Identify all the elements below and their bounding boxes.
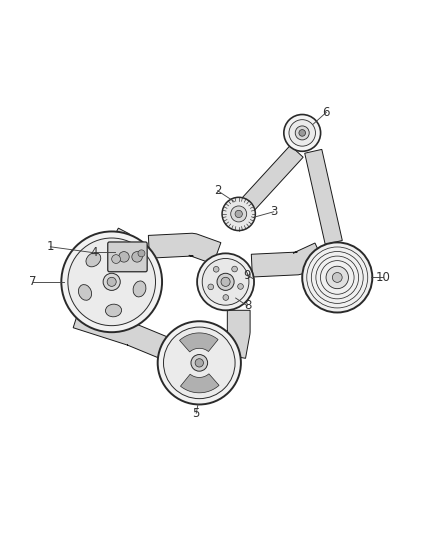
Circle shape (238, 284, 244, 289)
Ellipse shape (86, 253, 101, 267)
Text: 6: 6 (322, 106, 330, 119)
Polygon shape (148, 233, 221, 264)
Circle shape (299, 130, 306, 136)
Circle shape (231, 206, 247, 222)
Circle shape (68, 238, 155, 326)
Polygon shape (305, 149, 343, 244)
Circle shape (202, 259, 249, 305)
Circle shape (163, 327, 235, 399)
Circle shape (107, 277, 116, 286)
Text: 1: 1 (46, 240, 54, 253)
Circle shape (213, 266, 219, 272)
Polygon shape (251, 243, 325, 277)
Polygon shape (107, 254, 154, 302)
Ellipse shape (133, 281, 146, 297)
Circle shape (138, 250, 145, 257)
Circle shape (222, 197, 255, 231)
FancyBboxPatch shape (108, 242, 147, 272)
Polygon shape (110, 228, 129, 251)
Circle shape (223, 295, 229, 300)
Circle shape (302, 243, 372, 312)
Polygon shape (180, 333, 218, 352)
Circle shape (103, 273, 120, 290)
Circle shape (208, 284, 214, 290)
Circle shape (132, 252, 142, 262)
Circle shape (197, 253, 254, 310)
Text: 2: 2 (214, 184, 222, 197)
Circle shape (112, 255, 120, 263)
Ellipse shape (78, 285, 92, 300)
Ellipse shape (106, 304, 122, 317)
Ellipse shape (120, 251, 134, 264)
Text: 4: 4 (90, 246, 98, 259)
Circle shape (61, 231, 162, 332)
Text: 8: 8 (244, 300, 251, 312)
Polygon shape (180, 374, 219, 393)
Polygon shape (239, 146, 303, 213)
Text: 9: 9 (244, 269, 251, 282)
Polygon shape (73, 306, 171, 359)
Circle shape (221, 277, 230, 286)
Circle shape (326, 266, 349, 289)
Circle shape (332, 272, 342, 282)
Circle shape (235, 211, 242, 217)
Text: 5: 5 (193, 407, 200, 419)
Circle shape (284, 115, 321, 151)
Text: 10: 10 (376, 271, 391, 284)
Circle shape (295, 126, 309, 140)
Circle shape (158, 321, 241, 405)
Text: 3: 3 (270, 205, 277, 218)
Circle shape (195, 359, 203, 367)
Circle shape (217, 273, 234, 290)
Circle shape (191, 354, 208, 371)
Circle shape (232, 266, 237, 272)
Text: 7: 7 (29, 276, 37, 288)
Circle shape (119, 252, 129, 262)
Circle shape (289, 120, 315, 146)
Polygon shape (223, 310, 250, 358)
